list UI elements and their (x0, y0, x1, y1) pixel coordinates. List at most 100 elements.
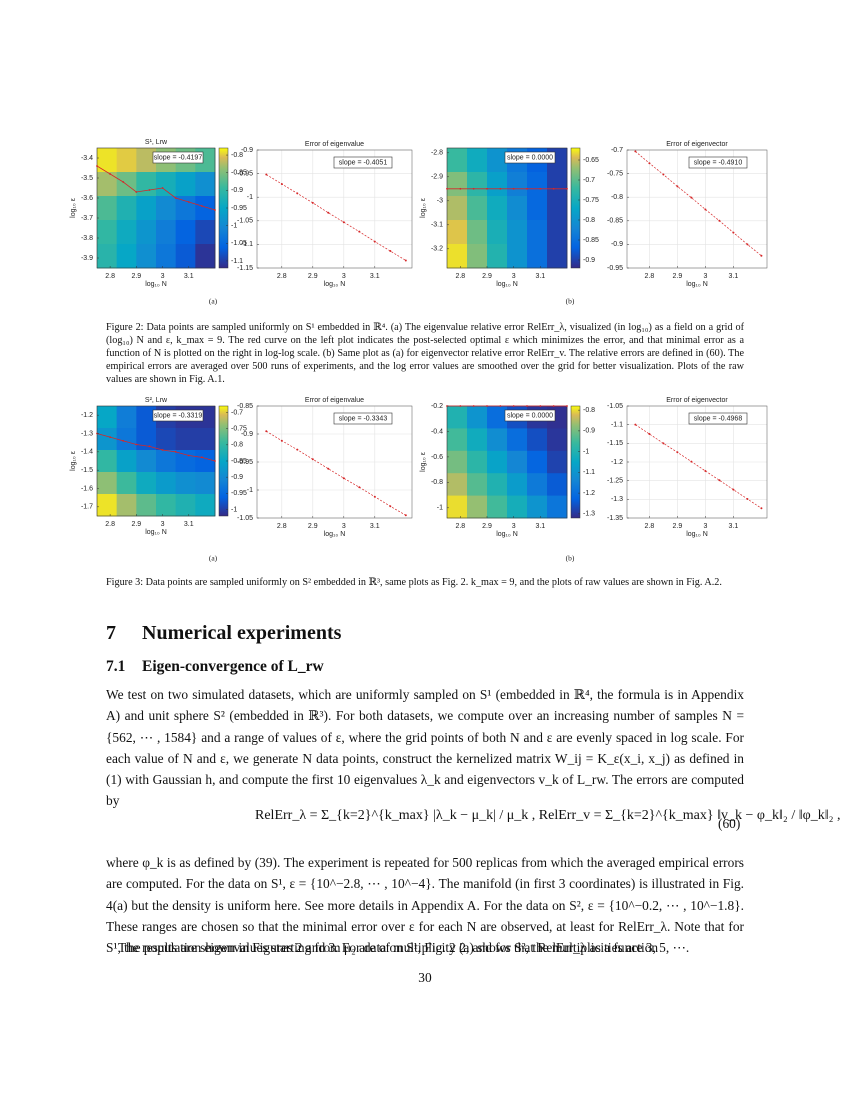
data-point (296, 192, 299, 195)
heatmap-cell (447, 148, 468, 173)
data-point (358, 230, 361, 233)
annotation-box (152, 151, 204, 164)
colorbar-tick-label: -1 (583, 448, 589, 455)
x-tick-label: 2.9 (131, 521, 141, 528)
data-point (732, 488, 735, 491)
colorbar-tick-label: -0.9 (583, 428, 595, 435)
heatmap-cell (97, 148, 118, 173)
x-tick-label: 3 (703, 523, 707, 530)
heatmap-cell (527, 428, 548, 452)
heatmap-cell (136, 472, 157, 495)
data-point (404, 259, 407, 262)
y-tick-label: -1.05 (607, 403, 623, 410)
colorbar (570, 147, 581, 269)
y-tick-label: -0.75 (607, 170, 623, 177)
heatmap-cell (136, 196, 157, 221)
heatmap-cell (136, 220, 157, 245)
data-point (760, 507, 763, 510)
heatmap-cell (97, 172, 118, 197)
heatmap-cell (447, 495, 468, 519)
colorbar-tick-label: -0.8 (583, 407, 595, 414)
data-point (265, 173, 268, 176)
heatmap-cell (507, 244, 528, 269)
curve-point (109, 436, 112, 439)
heatmap-cell (175, 494, 196, 517)
heatmap-cell (116, 244, 137, 269)
y-tick-label: -1.1 (611, 422, 623, 429)
y-tick-label: -0.8 (431, 479, 443, 486)
chart-title: S¹, Lrw (145, 139, 168, 146)
y-tick-label: -1 (247, 194, 253, 201)
colorbar-tick-label: -1 (231, 506, 237, 513)
data-point (311, 201, 314, 204)
colorbar-tick-label: -0.75 (583, 197, 599, 204)
curve-point (512, 187, 515, 190)
page-number: 30 (418, 970, 432, 985)
heatmap-cell (467, 428, 488, 452)
curve-point (161, 187, 164, 189)
heatmap-cell (547, 473, 568, 496)
y-tick-label: -3 (437, 198, 443, 205)
y-tick-label: -1.3 (611, 496, 623, 503)
heatmap-cell (97, 196, 118, 221)
heatmap-cell (195, 172, 216, 197)
x-tick-label: 2.9 (131, 273, 141, 280)
x-tick-label: 3 (342, 273, 346, 280)
heatmap-cell (507, 473, 528, 496)
chart-title: Error of eigenvector (666, 141, 728, 148)
colorbar-tick-label: -0.75 (231, 425, 247, 432)
x-tick-label: 3.1 (370, 273, 380, 280)
data-point (342, 221, 345, 224)
annotation: slope = -0.4051 (339, 160, 388, 167)
paragraph: We test on two simulated datasets, which… (106, 687, 744, 809)
data-point (280, 439, 283, 442)
y-tick-label: -3.1 (431, 222, 443, 229)
data-point (634, 423, 637, 426)
heatmap-cell (156, 494, 177, 517)
data-point (648, 162, 651, 165)
heatmap-cell (527, 495, 548, 519)
heatmap-cell (447, 473, 468, 496)
colorbar-tick-label: -0.85 (231, 458, 247, 465)
y-tick-label: -3.8 (81, 235, 93, 242)
figure-caption: Figure 2: Data points are sampled unifor… (106, 322, 744, 385)
heatmap-cell (547, 428, 568, 452)
curve-point (122, 181, 125, 183)
annotation: slope = 0.0000 (507, 155, 553, 162)
heatmap-cell (487, 450, 508, 474)
curve-point (214, 209, 216, 211)
x-tick-label: 2.9 (482, 523, 492, 530)
y-tick-label: -3.4 (81, 155, 93, 162)
data-point (404, 514, 407, 517)
chart-title: Error of eigenvalue (305, 141, 364, 148)
y-tick-label: -3.6 (81, 195, 93, 202)
colorbar-tick-label: -1.1 (583, 469, 595, 476)
heatmap-cell (527, 220, 548, 245)
y-tick-label: -1.6 (81, 485, 93, 492)
heatmap-cell (467, 244, 488, 269)
subfigure-label: (a) (209, 297, 218, 306)
colorbar-tick-label: -0.9 (231, 187, 243, 194)
plot-frame (446, 147, 568, 269)
heatmap-cell (116, 148, 137, 173)
heatmap-cell (116, 220, 137, 245)
data-point (373, 495, 376, 498)
annotation-box (333, 156, 393, 169)
plot-frame (96, 147, 216, 269)
colorbar-tick-label: -0.9 (231, 474, 243, 481)
y-tick-label: -0.9 (611, 241, 623, 248)
heatmap-cell (116, 428, 137, 451)
subfigure-label: (a) (209, 554, 218, 563)
data-point (676, 185, 679, 188)
section-title: Numerical experiments (142, 622, 342, 644)
heatmap-cell (136, 148, 157, 173)
curve-point (446, 187, 448, 190)
annotation: slope = -0.3319 (154, 413, 203, 420)
x-axis-label: log₁₀ N (686, 531, 708, 538)
data-point (760, 254, 763, 257)
colorbar (570, 405, 581, 519)
x-axis-label: log₁₀ N (496, 531, 518, 538)
curve-point (174, 197, 177, 199)
x-tick-label: 2.8 (645, 523, 655, 530)
y-tick-label: -2.8 (431, 150, 443, 157)
